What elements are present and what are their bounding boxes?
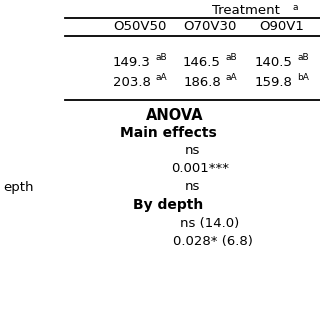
Text: a: a	[292, 4, 298, 12]
Text: O70V30: O70V30	[183, 20, 237, 34]
Text: epth: epth	[3, 180, 33, 194]
Text: 0.001***: 0.001***	[171, 163, 229, 175]
Text: aB: aB	[225, 53, 237, 62]
Text: By depth: By depth	[133, 198, 203, 212]
Text: 140.5: 140.5	[255, 55, 293, 68]
Text: aB: aB	[297, 53, 309, 62]
Text: 146.5: 146.5	[183, 55, 221, 68]
Text: bA: bA	[297, 74, 309, 83]
Text: 149.3: 149.3	[113, 55, 151, 68]
Text: ns: ns	[184, 180, 200, 194]
Text: aB: aB	[155, 53, 167, 62]
Text: ANOVA: ANOVA	[146, 108, 204, 123]
Text: aA: aA	[155, 74, 167, 83]
Text: O90V1: O90V1	[260, 20, 304, 34]
Text: 186.8: 186.8	[183, 76, 221, 89]
Text: 0.028* (6.8): 0.028* (6.8)	[173, 235, 253, 247]
Text: Treatment: Treatment	[212, 4, 280, 18]
Text: ns: ns	[184, 145, 200, 157]
Text: 203.8: 203.8	[113, 76, 151, 89]
Text: aA: aA	[225, 74, 237, 83]
Text: 159.8: 159.8	[255, 76, 293, 89]
Text: O50V50: O50V50	[113, 20, 167, 34]
Text: ns (14.0): ns (14.0)	[180, 217, 240, 229]
Text: Main effects: Main effects	[120, 126, 216, 140]
